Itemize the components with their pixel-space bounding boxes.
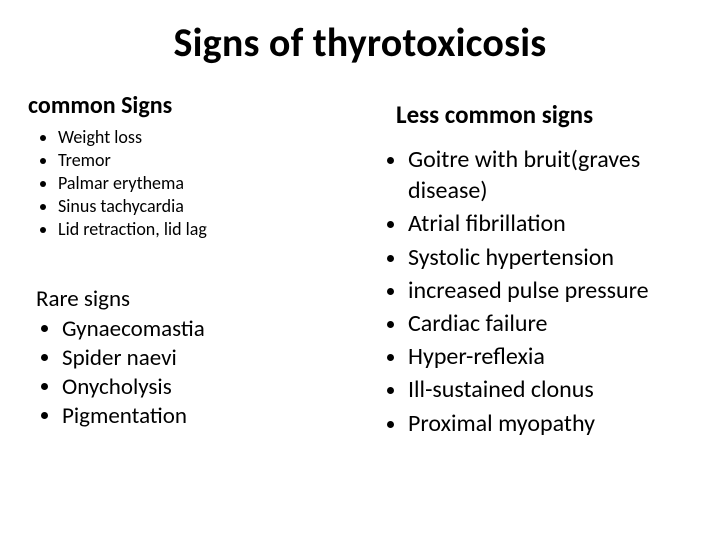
list-item: Weight loss bbox=[58, 126, 344, 149]
list-item: Cardiac failure bbox=[408, 308, 692, 339]
list-item: Pigmentation bbox=[62, 402, 344, 431]
list-item: increased pulse pressure bbox=[408, 275, 692, 306]
left-column: common Signs Weight loss Tremor Palmar e… bbox=[28, 77, 360, 441]
list-item: Sinus tachycardia bbox=[58, 195, 344, 218]
rare-signs-list: Gynaecomastia Spider naevi Onycholysis P… bbox=[28, 315, 344, 431]
list-item: Onycholysis bbox=[62, 373, 344, 402]
list-item: Lid retraction, lid lag bbox=[58, 218, 344, 241]
list-item: Systolic hypertension bbox=[408, 242, 692, 273]
list-item: Tremor bbox=[58, 149, 344, 172]
less-common-heading: Less common signs bbox=[396, 99, 692, 130]
less-common-list: Goitre with bruit(graves disease) Atrial… bbox=[376, 144, 692, 439]
right-column: Less common signs Goitre with bruit(grav… bbox=[360, 77, 692, 441]
list-item: Hyper-reflexia bbox=[408, 341, 692, 372]
list-item: Goitre with bruit(graves disease) bbox=[408, 144, 692, 206]
list-item: Atrial fibrillation bbox=[408, 208, 692, 239]
rare-signs-heading: Rare signs bbox=[36, 285, 344, 313]
list-item: Spider naevi bbox=[62, 344, 344, 373]
list-item: Proximal myopathy bbox=[408, 408, 692, 439]
list-item: Palmar erythema bbox=[58, 172, 344, 195]
list-item: Ill-sustained clonus bbox=[408, 374, 692, 405]
list-item: Gynaecomastia bbox=[62, 315, 344, 344]
slide-title: Signs of thyrotoxicosis bbox=[0, 0, 720, 77]
common-signs-list: Weight loss Tremor Palmar erythema Sinus… bbox=[28, 126, 344, 241]
common-signs-heading: common Signs bbox=[28, 91, 344, 120]
slide: Signs of thyrotoxicosis common Signs Wei… bbox=[0, 0, 720, 540]
columns: common Signs Weight loss Tremor Palmar e… bbox=[0, 77, 720, 441]
